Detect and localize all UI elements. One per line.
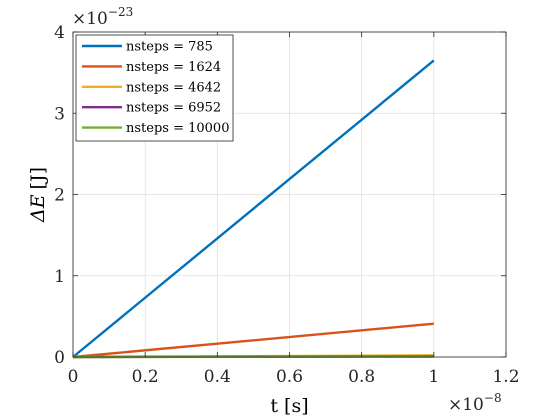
x-tick-label: 0 bbox=[68, 367, 79, 387]
legend-entry: nsteps = 10000 bbox=[126, 121, 229, 136]
y-tick-label: 1 bbox=[54, 267, 65, 287]
x-tick-label: 0.6 bbox=[276, 367, 303, 387]
y-tick-label: 2 bbox=[54, 186, 65, 206]
legend-entry: nsteps = 785 bbox=[126, 40, 213, 55]
axis-ticks: 0 0.2 0.4 0.6 0.8 1 1.2 0 1 2 3 4 bbox=[54, 23, 519, 387]
y-tick-label: 3 bbox=[54, 104, 65, 124]
y-tick-label: 0 bbox=[54, 348, 65, 368]
legend-entry: nsteps = 6952 bbox=[126, 101, 221, 116]
series-line bbox=[72, 59, 435, 358]
series-line bbox=[72, 322, 434, 359]
y-tick-label: 4 bbox=[54, 23, 65, 43]
x-tick-label: 0.4 bbox=[204, 367, 231, 387]
x-exponent-label: ×10−8 bbox=[448, 391, 502, 415]
legend-entry: nsteps = 4642 bbox=[126, 80, 221, 95]
x-tick-label: 1.2 bbox=[492, 367, 519, 387]
legend-entry: nsteps = 1624 bbox=[126, 60, 221, 75]
y-exponent-label: ×10−23 bbox=[72, 5, 133, 29]
x-tick-label: 0.8 bbox=[348, 367, 375, 387]
x-tick-label: 0.2 bbox=[132, 367, 159, 387]
x-axis-label: t [s] bbox=[270, 395, 308, 417]
y-axis-label: ΔE[J] bbox=[27, 167, 49, 223]
x-tick-label: 1 bbox=[428, 367, 439, 387]
legend: nsteps = 785 nsteps = 1624 nsteps = 4642 ns… bbox=[75, 34, 234, 142]
